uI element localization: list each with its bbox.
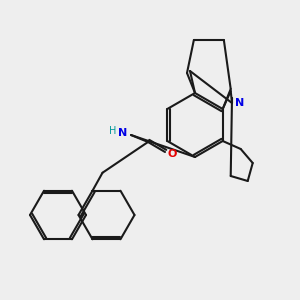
Text: N: N [118,128,127,138]
Text: N: N [235,98,244,108]
Text: O: O [168,149,177,159]
Text: H: H [109,126,117,136]
